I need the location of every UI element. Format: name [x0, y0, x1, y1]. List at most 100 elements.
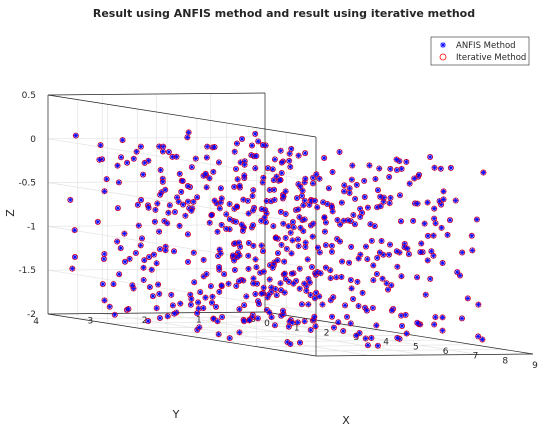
anfis-point [249, 142, 255, 149]
anfis-point [330, 208, 336, 214]
anfis-point [136, 222, 142, 229]
anfis-point [212, 144, 218, 150]
legend-label-iterative: Iterative Method [456, 53, 526, 63]
anfis-point [253, 153, 259, 159]
anfis-point [479, 336, 485, 343]
anfis-point [219, 222, 225, 228]
anfis-point [255, 138, 261, 144]
anfis-point [313, 290, 319, 296]
anfis-point [265, 165, 271, 171]
anfis-point [209, 294, 216, 300]
anfis-point [302, 216, 308, 222]
anfis-point [272, 156, 278, 162]
x-tick-label: 9 [532, 361, 538, 371]
anfis-point [219, 314, 225, 320]
anfis-point [388, 282, 394, 288]
anfis-point [174, 194, 180, 201]
anfis-point [378, 238, 385, 244]
anfis-point [114, 163, 121, 169]
anfis-point [232, 149, 238, 155]
x-tick-label: 5 [413, 342, 419, 352]
anfis-point [271, 177, 277, 183]
anfis-point [67, 197, 73, 203]
anfis-point [314, 204, 320, 210]
anfis-point [135, 202, 141, 208]
anfis-point [156, 291, 162, 297]
anfis-point [252, 291, 258, 297]
anfis-point [235, 176, 241, 182]
anfis-point [386, 252, 392, 258]
anfis-point [233, 166, 239, 172]
anfis-point [168, 292, 174, 298]
anfis-point [246, 317, 252, 323]
anfis-point [146, 254, 152, 260]
anfis-point [283, 188, 289, 194]
anfis-point [333, 274, 339, 280]
anfis-point [295, 206, 301, 212]
anfis-point [236, 306, 242, 312]
anfis-point [250, 243, 256, 249]
anfis-point [282, 290, 288, 296]
anfis-point [101, 188, 108, 194]
anfis-point [344, 314, 350, 320]
anfis-point [387, 200, 393, 206]
anfis-point [236, 329, 243, 335]
anfis-point [246, 210, 252, 217]
anfis-point [323, 219, 329, 226]
anfis-point [287, 341, 293, 347]
anfis-point [211, 316, 217, 322]
anfis-point [331, 325, 337, 331]
anfis-point [116, 271, 122, 277]
y-axis-line [47, 311, 266, 315]
anfis-point [284, 246, 290, 252]
anfis-point [415, 201, 421, 207]
anfis-point [227, 335, 233, 341]
anfis-point [138, 144, 144, 150]
anfis-point [152, 219, 158, 225]
anfis-point [97, 142, 104, 148]
anfis-point [260, 142, 266, 148]
anfis-point [257, 270, 263, 276]
anfis-point [202, 295, 209, 301]
anfis-point [345, 217, 351, 224]
anfis-point [296, 243, 302, 249]
anfis-point [300, 202, 306, 208]
anfis-point [414, 320, 420, 326]
anfis-point [243, 293, 249, 299]
anfis-point [267, 276, 273, 283]
anfis-point [165, 210, 171, 216]
anfis-point [454, 269, 460, 275]
anfis-point [307, 292, 314, 298]
anfis-point [282, 271, 288, 277]
anfis-point [317, 249, 323, 255]
anfis-point [266, 309, 272, 316]
anfis-point [350, 212, 356, 218]
anfis-point [218, 185, 224, 191]
anfis-point [398, 273, 405, 279]
anfis-point [234, 140, 240, 147]
anfis-point [427, 154, 433, 160]
anfis-point [272, 197, 278, 203]
anfis-point [119, 137, 126, 143]
anfis-point [363, 335, 369, 342]
anfis-point [339, 258, 345, 265]
anfis-point [374, 204, 380, 210]
anfis-point [101, 297, 108, 303]
anfis-point [393, 156, 400, 163]
anfis-point [381, 195, 387, 201]
anfis-point [225, 281, 232, 287]
anfis-point [207, 220, 213, 226]
anfis-point [232, 267, 238, 273]
x-tick-label: 0 [264, 319, 270, 329]
anfis-point [223, 226, 229, 232]
anfis-point [459, 315, 465, 321]
x-tick-label: 7 [473, 352, 479, 362]
anfis-point [376, 165, 382, 172]
anfis-point [125, 306, 132, 312]
anfis-point [278, 209, 284, 215]
anfis-point [166, 149, 172, 155]
anfis-point [288, 230, 294, 236]
anfis-point [191, 279, 197, 285]
x-axis-label: X [342, 414, 350, 427]
anfis-point [315, 244, 321, 251]
